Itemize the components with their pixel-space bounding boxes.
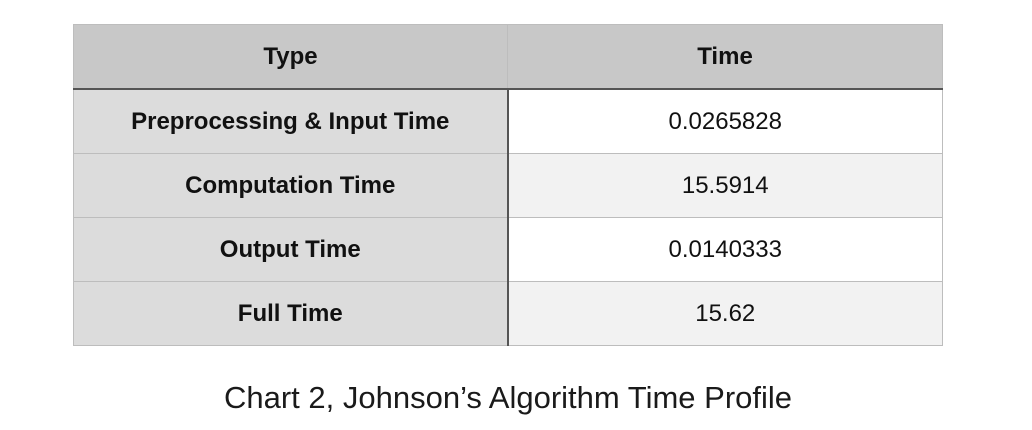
table-row: Full Time 15.62 <box>73 281 943 346</box>
time-profile-table: Type Time Preprocessing & Input Time 0.0… <box>73 24 943 346</box>
table-header-row: Type Time <box>73 24 943 90</box>
row-value-output: 0.0140333 <box>507 217 943 282</box>
row-value-full: 15.62 <box>507 281 943 346</box>
column-header-time: Time <box>507 24 943 90</box>
row-label-computation: Computation Time <box>73 153 509 218</box>
row-value-preprocessing: 0.0265828 <box>507 88 943 154</box>
row-label-full: Full Time <box>73 281 509 346</box>
row-label-preprocessing: Preprocessing & Input Time <box>73 88 509 154</box>
row-label-output: Output Time <box>73 217 509 282</box>
table-row: Output Time 0.0140333 <box>73 217 943 282</box>
table-row: Preprocessing & Input Time 0.0265828 <box>73 88 943 154</box>
time-profile-table-container: Type Time Preprocessing & Input Time 0.0… <box>73 24 943 346</box>
column-header-type: Type <box>73 24 508 90</box>
table-caption: Chart 2, Johnson’s Algorithm Time Profil… <box>223 380 793 415</box>
row-value-computation: 15.5914 <box>507 153 943 218</box>
table-row: Computation Time 15.5914 <box>73 153 943 218</box>
